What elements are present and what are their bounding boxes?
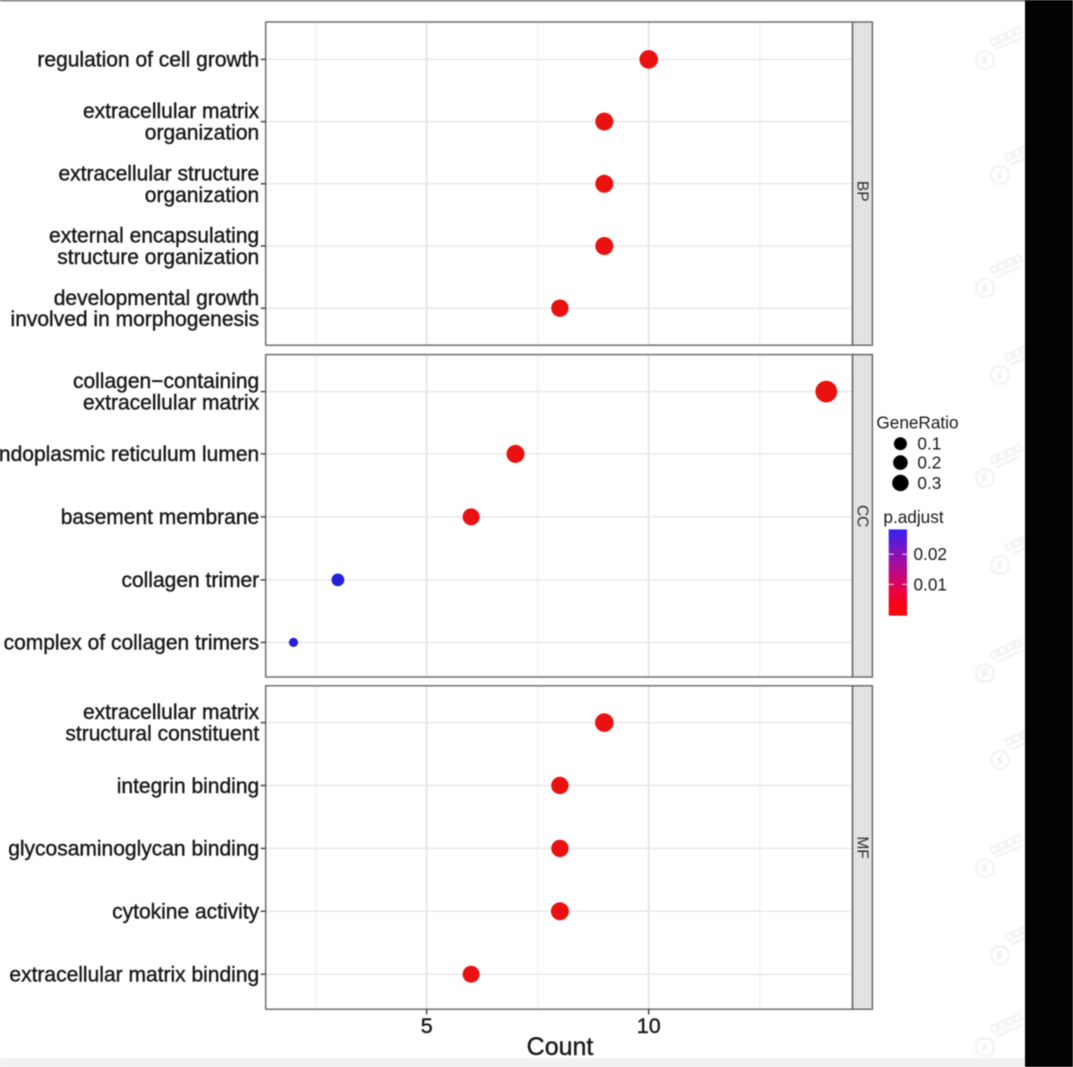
- svg-text:0.02: 0.02: [914, 544, 947, 564]
- svg-text:organization: organization: [145, 184, 259, 207]
- svg-text:glycosaminoglycan binding: glycosaminoglycan binding: [8, 838, 259, 861]
- svg-text:integrin binding: integrin binding: [117, 775, 259, 798]
- svg-text:extracellular structure: extracellular structure: [58, 162, 259, 185]
- svg-text:basement membrane: basement membrane: [61, 506, 259, 529]
- svg-text:collagen−containing: collagen−containing: [73, 370, 259, 393]
- svg-text:structural constituent: structural constituent: [65, 723, 259, 746]
- svg-text:organization: organization: [145, 122, 259, 145]
- svg-text:extracellular matrix: extracellular matrix: [83, 701, 260, 724]
- svg-text:developmental growth: developmental growth: [54, 287, 259, 310]
- svg-text:0.2: 0.2: [917, 453, 941, 473]
- svg-text:p.adjust: p.adjust: [883, 507, 943, 527]
- svg-text:complex of collagen trimers: complex of collagen trimers: [4, 632, 260, 655]
- svg-text:GeneRatio: GeneRatio: [876, 412, 958, 432]
- svg-text:involved in morphogenesis: involved in morphogenesis: [11, 308, 260, 331]
- svg-text:0.3: 0.3: [917, 473, 941, 493]
- svg-text:extracellular matrix binding: extracellular matrix binding: [9, 964, 259, 987]
- svg-text:0.1: 0.1: [917, 434, 941, 454]
- svg-text:external encapsulating: external encapsulating: [49, 225, 259, 248]
- svg-text:collagen trimer: collagen trimer: [121, 569, 259, 592]
- svg-text:cytokine activity: cytokine activity: [112, 901, 260, 924]
- svg-text:5: 5: [421, 1014, 433, 1038]
- svg-text:Count: Count: [527, 1033, 594, 1061]
- svg-text:extracellular matrix: extracellular matrix: [83, 100, 260, 123]
- svg-text:CC: CC: [853, 505, 870, 527]
- svg-text:10: 10: [637, 1014, 661, 1038]
- svg-text:endoplasmic reticulum lumen: endoplasmic reticulum lumen: [0, 443, 259, 466]
- svg-text:MF: MF: [853, 836, 870, 858]
- svg-text:BP: BP: [853, 181, 870, 202]
- svg-text:structure organization: structure organization: [57, 246, 259, 269]
- svg-text:regulation of cell growth: regulation of cell growth: [37, 49, 259, 72]
- svg-text:0.01: 0.01: [914, 574, 947, 594]
- svg-text:extracellular matrix: extracellular matrix: [83, 392, 260, 415]
